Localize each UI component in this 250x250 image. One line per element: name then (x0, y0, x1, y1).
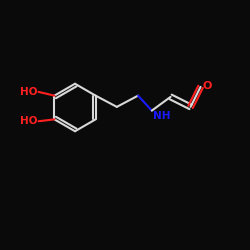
Text: O: O (202, 81, 212, 91)
Text: NH: NH (153, 111, 170, 121)
Text: HO: HO (20, 87, 37, 97)
Text: HO: HO (20, 116, 37, 126)
